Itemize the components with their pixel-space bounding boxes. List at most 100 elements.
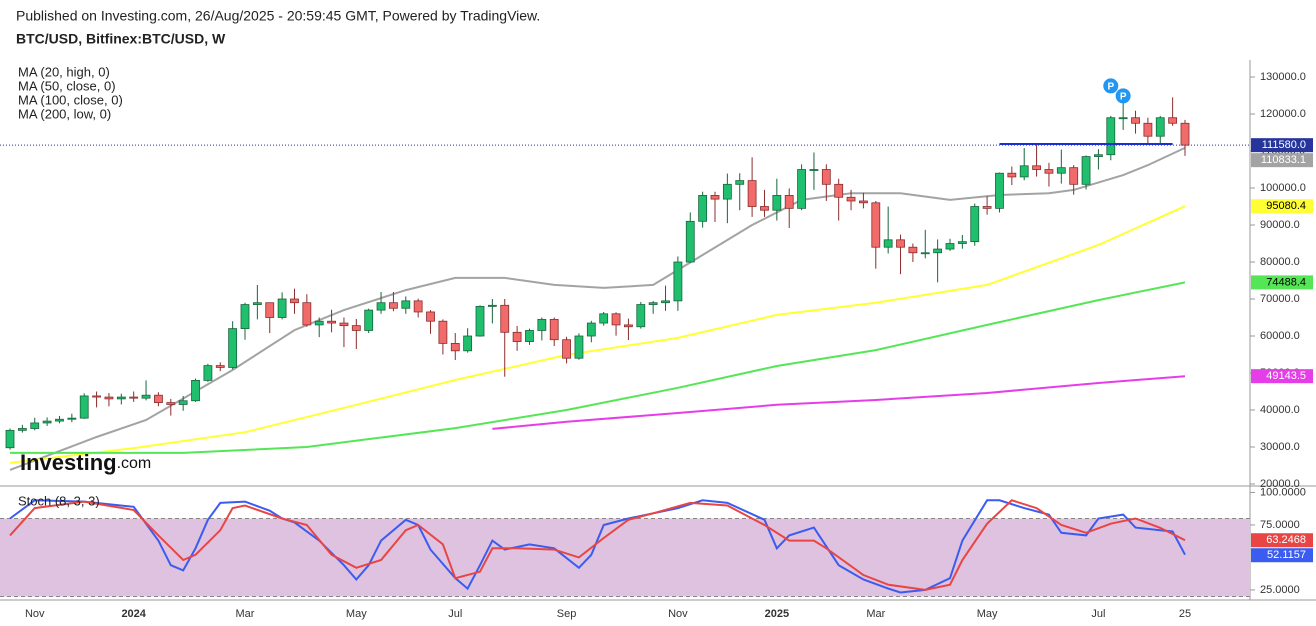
candle-body bbox=[450, 343, 460, 352]
candle-body bbox=[141, 394, 151, 399]
indicator-line bbox=[9, 499, 1186, 591]
y-tick-label: 75.0000 bbox=[1260, 519, 1300, 531]
candle-body bbox=[797, 169, 806, 209]
candle-body bbox=[129, 396, 139, 399]
legend-entry: MA (20, high, 0) bbox=[18, 64, 110, 79]
candle-body bbox=[970, 206, 980, 243]
x-tick-label: Jul bbox=[448, 608, 462, 620]
candle-body bbox=[79, 395, 89, 419]
price-tag-label: 95080.4 bbox=[1266, 200, 1306, 212]
candle-body bbox=[760, 206, 769, 211]
price-tag-label: 111580.0 bbox=[1262, 139, 1306, 151]
candle-body bbox=[537, 318, 547, 331]
candle-body bbox=[401, 300, 411, 309]
candle-body bbox=[166, 402, 176, 405]
candle-body bbox=[42, 420, 52, 424]
candle-body bbox=[277, 298, 287, 318]
candle-body bbox=[475, 306, 485, 337]
y-tick-label: 60000.0 bbox=[1260, 330, 1300, 342]
candle-body bbox=[426, 311, 435, 322]
price-tag-label: 110833.1 bbox=[1261, 154, 1306, 166]
x-tick-label: 25 bbox=[1179, 608, 1191, 620]
candle-body bbox=[747, 180, 757, 207]
y-tick-label: 70000.0 bbox=[1260, 293, 1300, 305]
candle-body bbox=[215, 365, 225, 368]
candle-body bbox=[191, 380, 200, 402]
candle-body bbox=[1007, 172, 1017, 178]
candle-body bbox=[574, 335, 584, 359]
x-tick-label: Jul bbox=[1091, 608, 1105, 620]
candle-body bbox=[685, 220, 695, 263]
y-tick-label: 100000.0 bbox=[1260, 182, 1306, 194]
x-tick-label: Sep bbox=[557, 608, 577, 620]
x-tick-label: May bbox=[977, 608, 998, 620]
price-tag-label: 63.2468 bbox=[1266, 534, 1306, 546]
y-tick-label: 25.0000 bbox=[1260, 584, 1300, 596]
legend-entry: MA (100, close, 0) bbox=[18, 92, 123, 107]
x-tick-label: Mar bbox=[236, 608, 255, 620]
candle-body bbox=[661, 300, 670, 304]
indicator-line bbox=[9, 146, 1186, 471]
candle-body bbox=[290, 298, 299, 304]
candle-body bbox=[463, 335, 473, 352]
indicator-line bbox=[9, 499, 1186, 594]
event-marker bbox=[1115, 88, 1131, 104]
candle-body bbox=[1155, 117, 1165, 137]
candle-body bbox=[933, 248, 943, 254]
candle-body bbox=[846, 196, 856, 202]
candle-body bbox=[599, 313, 609, 324]
candle-body bbox=[17, 428, 27, 431]
price-tag-label: 74488.4 bbox=[1266, 276, 1306, 288]
candle-body bbox=[883, 239, 893, 248]
candle-body bbox=[302, 302, 312, 326]
candle-body bbox=[549, 318, 559, 341]
candle-body bbox=[67, 417, 77, 420]
candle-body bbox=[1143, 122, 1153, 137]
candle-body bbox=[1180, 122, 1190, 146]
x-tick-label: 2024 bbox=[121, 608, 146, 620]
candle-body bbox=[389, 302, 398, 309]
candle-body bbox=[1118, 117, 1128, 120]
candle-body bbox=[203, 365, 213, 381]
candle-body bbox=[265, 302, 275, 318]
candle-body bbox=[104, 396, 114, 400]
candle-body bbox=[1131, 117, 1140, 124]
candle-body bbox=[5, 429, 15, 449]
stoch-band bbox=[0, 518, 1250, 597]
candle-body bbox=[957, 241, 967, 244]
candle-body bbox=[735, 180, 745, 185]
candle-body bbox=[178, 400, 188, 405]
candle-body bbox=[624, 324, 633, 328]
indicator-line bbox=[492, 375, 1186, 430]
candle-body bbox=[413, 300, 423, 313]
candle-body bbox=[698, 195, 708, 222]
event-marker bbox=[1103, 78, 1119, 94]
candle-body bbox=[648, 302, 658, 305]
candle-body bbox=[240, 304, 250, 330]
price-tag bbox=[1251, 548, 1313, 563]
y-tick-label: 20000.0 bbox=[1260, 478, 1300, 490]
price-tag-label: 52.1157 bbox=[1267, 549, 1306, 561]
candle-body bbox=[834, 183, 844, 198]
candle-body bbox=[1019, 165, 1029, 178]
published-note: Published on Investing.com, 26/Aug/2025 … bbox=[16, 8, 540, 24]
candle-body bbox=[896, 239, 905, 248]
y-tick-label: 30000.0 bbox=[1260, 441, 1300, 453]
price-tag bbox=[1251, 153, 1313, 168]
candle-body bbox=[327, 320, 336, 324]
candle-body bbox=[1056, 167, 1066, 174]
x-tick-label: Nov bbox=[25, 608, 45, 620]
candle-body bbox=[252, 302, 262, 305]
price-tag bbox=[1251, 275, 1313, 290]
candle-body bbox=[512, 331, 522, 342]
watermark: Investing.com bbox=[20, 450, 151, 475]
price-tag-label: 49143.5 bbox=[1266, 370, 1306, 382]
x-tick-label: 2025 bbox=[765, 608, 789, 620]
price-tag bbox=[1251, 138, 1313, 153]
candle-body bbox=[376, 302, 386, 311]
candle-body bbox=[116, 396, 126, 400]
indicator-line bbox=[10, 281, 1186, 454]
candle-body bbox=[1032, 165, 1041, 170]
